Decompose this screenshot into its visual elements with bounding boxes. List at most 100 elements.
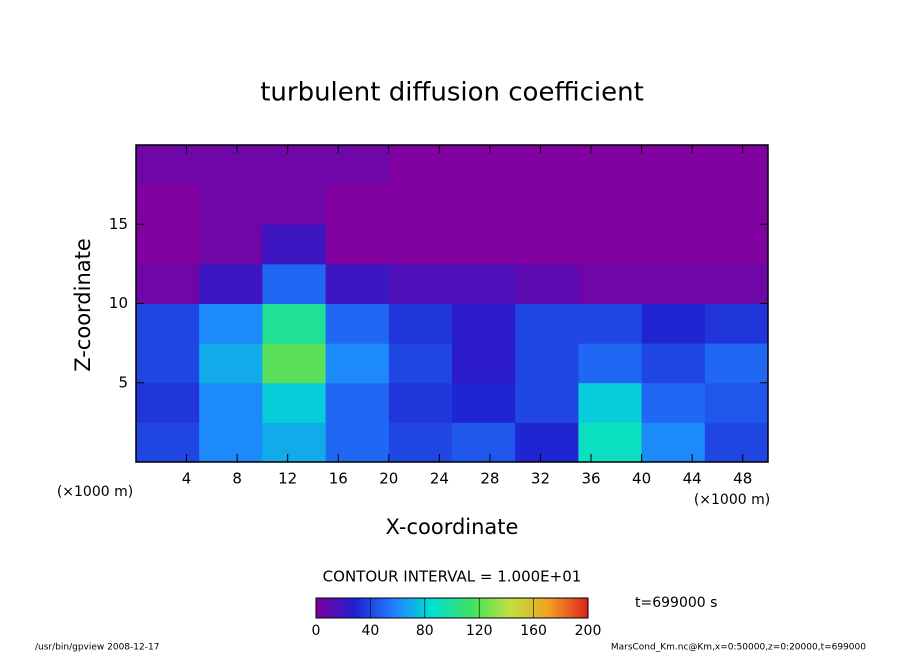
contour-cell <box>388 224 453 265</box>
contour-cell <box>199 224 263 265</box>
contour-cell <box>136 382 200 423</box>
contour-cell <box>325 224 390 265</box>
contour-cell <box>199 422 263 463</box>
contour-cell <box>515 184 579 225</box>
contour-cell <box>641 422 706 463</box>
contour-cell <box>136 145 200 186</box>
colorbar-tick-label: 80 <box>416 623 434 639</box>
y-unit: (×1000 m) <box>57 484 133 500</box>
contour-cell <box>262 145 327 186</box>
x-tick-label: 48 <box>733 470 752 488</box>
colorbar-tick-label: 0 <box>312 623 321 639</box>
contour-cell <box>704 224 769 265</box>
contour-cell <box>452 263 516 304</box>
contour-cell <box>452 343 516 384</box>
contour-cell <box>452 422 516 463</box>
contour-cell <box>325 422 390 463</box>
contour-cell <box>578 263 643 304</box>
y-tick-label: 15 <box>109 215 128 233</box>
x-tick-label: 28 <box>480 470 499 488</box>
contour-cell <box>325 263 390 304</box>
contour-cell <box>325 184 390 225</box>
x-tick-label: 8 <box>232 470 242 488</box>
contour-cell <box>136 422 200 463</box>
contour-cell <box>388 303 453 344</box>
contour-cell <box>199 184 263 225</box>
x-tick-label: 24 <box>430 470 449 488</box>
contour-cell <box>452 145 516 186</box>
x-tick-label: 32 <box>531 470 550 488</box>
colorbar-tick-label: 160 <box>520 623 547 639</box>
colorbar-tick-label: 200 <box>575 623 602 639</box>
contour-cell <box>136 263 200 304</box>
contour-cell <box>262 303 327 344</box>
contour-cell <box>262 224 327 265</box>
x-tick-label: 16 <box>329 470 348 488</box>
contour-cell <box>262 263 327 304</box>
contour-interval: CONTOUR INTERVAL = 1.000E+01 <box>323 568 582 586</box>
contour-cell <box>641 224 706 265</box>
contour-cell <box>325 145 390 186</box>
contour-cell <box>136 184 200 225</box>
chart-title: turbulent diffusion coefficient <box>260 78 644 108</box>
contour-cell <box>515 343 579 384</box>
colorbar-tick-label: 120 <box>466 623 493 639</box>
contour-cell <box>515 263 579 304</box>
time-label: t=699000 s <box>635 595 717 611</box>
contour-cell <box>704 184 769 225</box>
contour-cell <box>452 382 516 423</box>
contour-cell <box>199 382 263 423</box>
contour-cell <box>262 343 327 384</box>
contour-cell <box>262 382 327 423</box>
contour-cell <box>704 145 769 186</box>
y-axis-label: Z-coordinate <box>71 238 95 372</box>
contour-cell <box>388 343 453 384</box>
footer-left: /usr/bin/gpview 2008-12-17 <box>35 643 159 653</box>
contour-cell <box>578 145 643 186</box>
contour-cell <box>578 303 643 344</box>
contour-cell <box>199 263 263 304</box>
contour-cell <box>704 303 769 344</box>
x-tick-label: 44 <box>683 470 702 488</box>
y-tick-label: 10 <box>109 294 128 312</box>
contour-cell <box>641 382 706 423</box>
contour-cell <box>641 145 706 186</box>
y-tick-label: 5 <box>118 373 128 391</box>
contour-cell <box>136 343 200 384</box>
contour-cell <box>704 382 769 423</box>
contour-cell <box>578 184 643 225</box>
contour-cell <box>641 263 706 304</box>
contour-cell <box>641 184 706 225</box>
contour-cell <box>388 382 453 423</box>
contour-cell <box>578 422 643 463</box>
x-tick-label: 40 <box>632 470 651 488</box>
contour-cell <box>641 303 706 344</box>
contour-cell <box>136 224 200 265</box>
x-unit: (×1000 m) <box>694 492 770 508</box>
contour-cell <box>199 303 263 344</box>
colorbar <box>315 597 589 619</box>
x-tick-label: 20 <box>379 470 398 488</box>
contour-cell <box>199 343 263 384</box>
contour-cell <box>199 145 263 186</box>
contour-cell <box>452 184 516 225</box>
contour-cell <box>325 382 390 423</box>
x-tick-label: 4 <box>182 470 192 488</box>
contour-cell <box>136 303 200 344</box>
contour-cell <box>515 382 579 423</box>
contour-cell <box>262 422 327 463</box>
contour-cell <box>325 303 390 344</box>
contour-cell <box>578 382 643 423</box>
contour-cell <box>452 303 516 344</box>
contour-cell <box>388 263 453 304</box>
contour-cell <box>325 343 390 384</box>
x-tick-label: 36 <box>581 470 600 488</box>
contour-cell <box>262 184 327 225</box>
contour-cell <box>388 422 453 463</box>
contour-cell <box>641 343 706 384</box>
contour-cell <box>515 422 579 463</box>
contour-cell <box>515 224 579 265</box>
contour-cell <box>388 145 453 186</box>
contour-cell <box>704 343 769 384</box>
